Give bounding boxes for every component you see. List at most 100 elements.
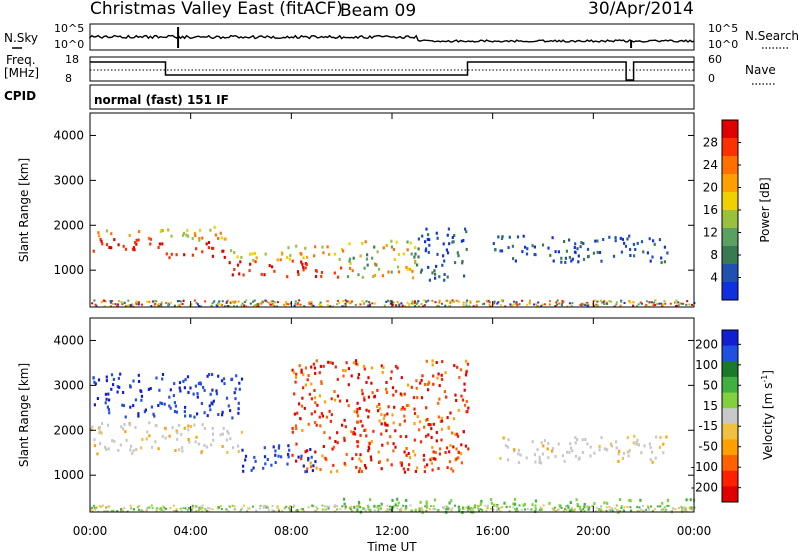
range-cell [277,454,280,458]
range-cell [428,381,431,385]
range-cell [356,440,359,444]
range-cell [457,254,460,258]
range-cell [525,456,528,460]
range-cell [336,508,338,511]
range-cell [493,300,496,303]
range-cell [369,455,372,459]
range-cell [378,419,381,423]
range-cell [321,414,324,418]
range-cell [630,509,633,513]
range-cell [110,387,113,391]
range-cell [248,507,251,510]
range-cell [508,235,511,239]
range-cell [500,249,504,253]
range-cell [320,304,323,307]
range-cell [159,230,162,233]
range-cell [186,375,190,379]
range-cell [426,505,429,508]
range-cell [168,404,171,408]
range-cell [322,251,325,255]
range-cell [473,504,477,508]
range-cell [448,501,451,505]
range-cell [232,302,235,304]
range-cell [252,300,254,303]
range-cell [243,301,246,304]
range-cell [135,242,138,246]
range-cell [107,447,110,451]
range-cell [683,509,686,512]
range-cell [407,383,410,387]
range-cell [514,508,516,511]
range-cell [564,508,567,511]
range-cell [563,240,566,243]
range-cell [374,302,377,305]
range-cell [638,506,641,509]
range-cell [364,428,367,432]
range-cell [165,252,168,256]
range-cell [392,505,395,509]
range-cell [603,303,605,305]
range-cell [229,437,232,441]
range-cell [343,418,346,422]
range-cell [257,304,260,307]
range-cell [136,506,139,509]
range-cell [453,234,456,237]
range-cell [178,381,182,385]
range-cell [501,235,504,239]
range-cell [437,401,440,405]
range-cell [200,450,203,454]
range-cell [407,452,410,455]
range-cell [409,504,412,507]
range-cell [117,243,120,247]
range-cell [364,466,368,470]
range-cell [217,413,220,416]
range-cell [456,251,459,255]
range-cell [321,504,324,507]
range-cell [120,301,123,304]
range-cell [502,436,505,440]
range-cell [574,242,577,246]
range-cell [208,373,211,376]
range-cell [366,507,369,510]
range-cell [188,304,191,307]
range-cell [336,275,340,279]
range-cell [414,469,417,473]
range-cell [146,300,149,303]
range-cell [448,305,450,308]
range-cell [488,304,491,307]
range-cell [94,382,97,386]
range-cell [378,267,381,271]
range-cell [546,447,549,451]
nsky-scale-top-left: 10^5 [54,22,84,35]
range-cell [651,460,654,464]
range-cell [493,302,496,305]
range-cell [125,438,128,442]
range-cell [438,301,441,304]
range-cell [483,302,486,305]
range-cell [296,270,300,274]
range-cell [213,225,216,229]
range-cell [380,413,383,417]
range-cell [664,302,667,305]
range-cell [241,507,244,510]
colorbar-tick-label: 200 [695,337,718,351]
range-cell [618,449,621,453]
range-cell [608,235,611,239]
range-cell [302,372,305,376]
range-cell [122,244,125,248]
range-cell [468,304,471,307]
range-cell [134,241,137,244]
range-cell [161,229,164,233]
range-cell [203,427,206,430]
range-cell [467,508,470,511]
range-cell [547,456,550,460]
range-cell [367,304,370,307]
range-cell [457,456,460,460]
range-cell [460,461,463,465]
range-cell [216,507,219,510]
range-cell [656,505,659,508]
range-cell [160,402,164,406]
range-cell [577,260,580,264]
range-cell [685,498,688,502]
range-cell [465,506,468,509]
